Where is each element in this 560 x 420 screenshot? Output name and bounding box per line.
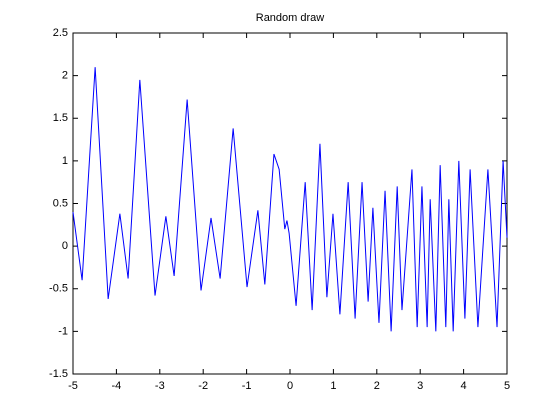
x-tick-label: -4 [112,380,122,392]
x-tick-label: -3 [155,380,165,392]
x-tick-label: 4 [461,380,467,392]
y-tick-label: 1.5 [53,112,68,124]
y-tick-label: 1 [62,155,68,167]
y-tick-label: 2 [62,70,68,82]
axes-box [72,32,508,375]
x-tick-label: 5 [504,380,510,392]
chart-title: Random draw [256,12,325,24]
y-tick-label: -0.5 [49,283,68,295]
x-tick-label: -2 [198,380,208,392]
x-tick-label: 1 [330,380,336,392]
x-tick-label: 2 [374,380,380,392]
x-tick-label: -1 [242,380,252,392]
x-tick-label: 3 [417,380,423,392]
y-tick-label: 0.5 [53,197,68,209]
data-line [72,67,508,332]
y-tick-label: 0 [62,240,68,252]
x-tick-label: -5 [68,380,78,392]
y-tick-label: -1.5 [49,368,68,380]
y-tick-label: 2.5 [53,27,68,39]
y-tick-label: -1 [58,325,68,337]
x-tick-label: 0 [287,380,293,392]
